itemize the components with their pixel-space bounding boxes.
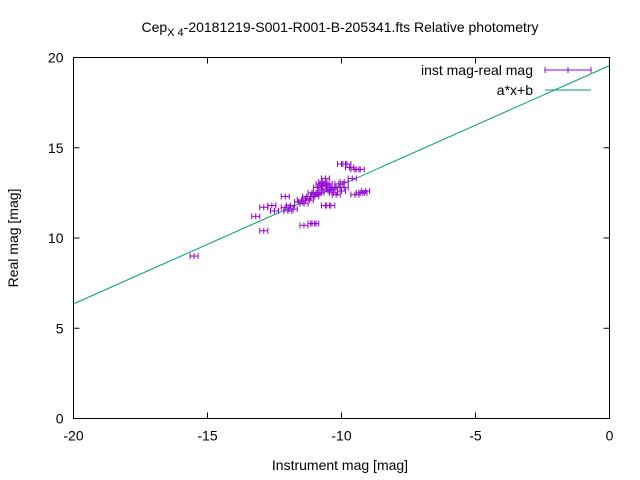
- data-point: [336, 188, 347, 195]
- data-point: [189, 253, 199, 260]
- x-tick-label: 0: [606, 428, 614, 444]
- data-point: [269, 207, 280, 214]
- fit-line: [73, 65, 610, 305]
- plot-frame: [73, 57, 610, 419]
- x-tick-label: -15: [197, 428, 217, 444]
- data-point: [304, 197, 314, 204]
- data-point: [345, 164, 355, 171]
- data-point: [339, 184, 349, 191]
- y-axis-label: Real mag [mag]: [5, 189, 21, 288]
- y-tick-label: 0: [56, 411, 64, 427]
- y-tick-label: 20: [48, 50, 64, 66]
- data-point: [336, 160, 347, 167]
- chart-title-subscript: X 4: [167, 27, 184, 39]
- data-point: [267, 202, 277, 209]
- x-tick-label: -10: [331, 428, 351, 444]
- data-point: [299, 222, 309, 229]
- x-axis-label: Instrument mag [mag]: [272, 457, 408, 473]
- y-tick-label: 5: [56, 320, 64, 336]
- data-point: [320, 202, 330, 209]
- data-point: [323, 180, 333, 187]
- data-point: [280, 193, 290, 200]
- x-tick-label: -5: [469, 428, 482, 444]
- y-tick-label: 10: [48, 230, 64, 246]
- data-point: [259, 204, 269, 211]
- legend-symbol-series-1: [544, 67, 592, 73]
- data-point: [251, 213, 261, 220]
- data-point: [307, 220, 317, 227]
- legend-label-series-1: inst mag-real mag: [421, 62, 533, 78]
- data-point: [331, 191, 341, 198]
- data-point: [288, 206, 298, 213]
- legend-label-series-2: a*x+b: [497, 82, 533, 98]
- y-tick-label: 15: [48, 140, 64, 156]
- data-point: [310, 193, 320, 200]
- data-point: [347, 175, 357, 182]
- data-point: [320, 175, 330, 182]
- data-point: [361, 188, 371, 195]
- data-marks: [73, 65, 610, 305]
- chart-title: CepX 4-20181219-S001-R001-B-205341.fts R…: [141, 19, 538, 39]
- x-tick-label: -20: [63, 428, 83, 444]
- data-point: [355, 166, 365, 173]
- data-point: [299, 200, 309, 207]
- axis-ticks: -20 -15 -10 -5 0 0 5 10 15 20: [48, 50, 614, 444]
- data-point: [259, 227, 269, 234]
- chart-title-prefix: Cep: [141, 19, 167, 35]
- chart-title-suffix: -20181219-S001-R001-B-205341.fts Relativ…: [184, 19, 539, 35]
- legend: inst mag-real mag a*x+b: [421, 62, 592, 98]
